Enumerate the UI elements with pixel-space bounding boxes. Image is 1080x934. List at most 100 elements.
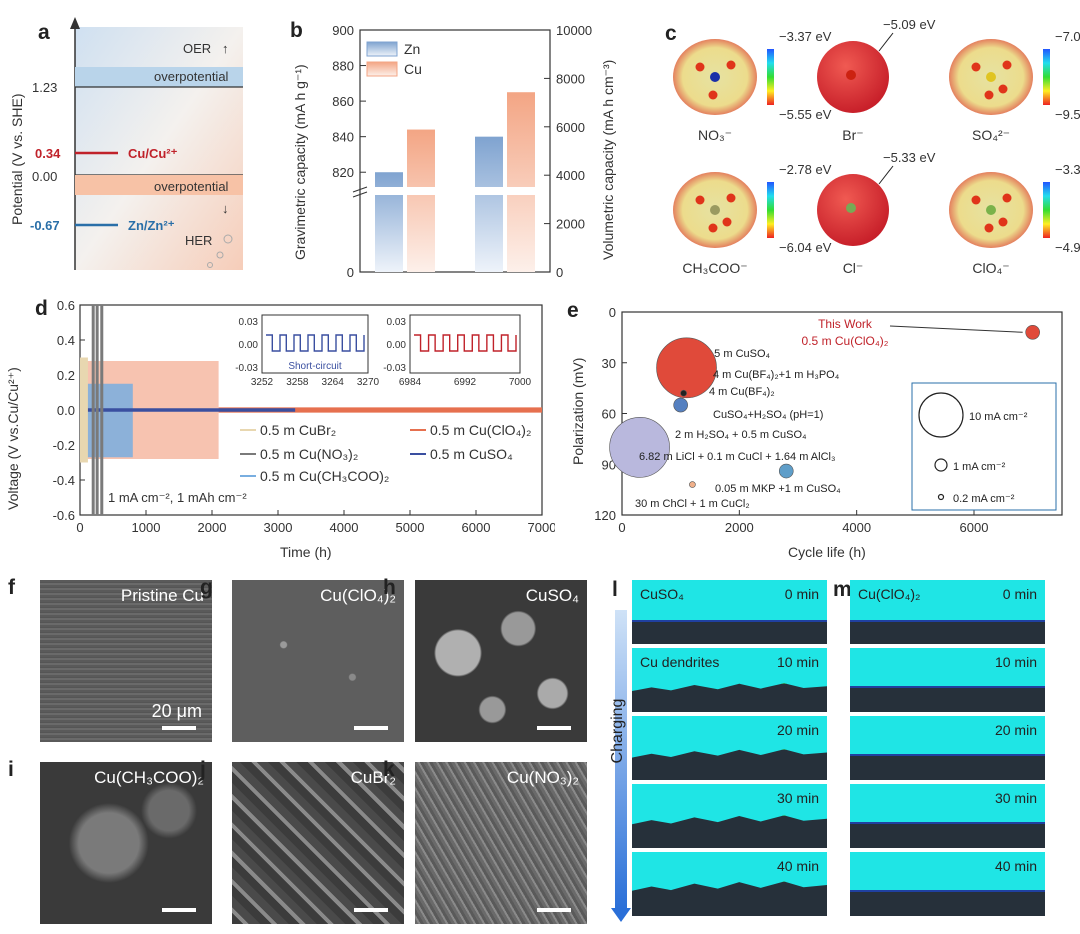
- x-tick-label: 4000: [842, 520, 871, 535]
- inset-y-tick: -0.03: [235, 363, 258, 374]
- charging-label: Charging: [609, 698, 626, 764]
- sem-image-g: Cu(ClO₄)₂: [232, 580, 404, 742]
- time-label: 40 min: [994, 858, 1037, 874]
- anion-name: ClO₄⁻: [972, 260, 1009, 276]
- scale-bar-label: 20 μm: [151, 701, 202, 721]
- electrode: [632, 881, 827, 916]
- optical-frame: 40 min: [632, 852, 827, 916]
- anion-name: NO₃⁻: [698, 127, 732, 143]
- tick-label-left: 0: [347, 265, 354, 280]
- series-line-cuso4: [80, 408, 296, 412]
- y-tick-label: 0.2: [57, 368, 75, 383]
- y-tick-label: 90: [602, 457, 616, 472]
- scale-bar: [162, 726, 196, 730]
- tick-label-left: 860: [332, 94, 354, 109]
- optical-frame: 40 min: [850, 852, 1045, 916]
- anion-energy-bottom: −9.50 eV: [1055, 107, 1080, 122]
- inset-y-tick: 0.00: [387, 340, 407, 351]
- sem-image-f: Pristine Cu 20 μm: [40, 580, 212, 742]
- atom-icon: [708, 90, 718, 100]
- series-band-cuclo4: [218, 407, 542, 413]
- panel-a: a Potential (V vs. SHE) overpotential OE…: [9, 17, 243, 270]
- axis-arrow-icon: [70, 17, 80, 29]
- panel-letter-c: c: [665, 22, 677, 45]
- axis-break-icon: [352, 191, 368, 198]
- panel-d-annotation: 1 mA cm⁻², 1 mAh cm⁻²: [108, 490, 247, 505]
- scale-bar: [537, 726, 571, 730]
- tick-label-right: 6000: [556, 120, 585, 135]
- panel-b: b Gravimetric capacity (mA h g⁻¹) Volume…: [290, 19, 616, 280]
- colorbar: [1043, 49, 1050, 105]
- time-label: 10 min: [994, 654, 1037, 670]
- legend-label: 0.5 m Cu(CH₃COO)₂: [260, 468, 389, 484]
- inset-frame: [409, 314, 521, 374]
- tick-0-00: 0.00: [32, 169, 57, 184]
- x-tick-label: 1000: [132, 520, 161, 535]
- panel-letter-i: i: [8, 758, 14, 781]
- panel-letter-l: l: [612, 578, 618, 601]
- optical-frame: 10 min: [850, 648, 1045, 712]
- y-tick-label: 0.0: [57, 403, 75, 418]
- size-legend-label: 1 mA cm⁻²: [953, 461, 1006, 473]
- sem-image-j: CuBr₂: [232, 762, 404, 924]
- anion-name: Cl⁻: [843, 260, 864, 276]
- panel-d-xlabel: Time (h): [280, 544, 332, 560]
- panel-letter-b: b: [290, 19, 303, 42]
- x-tick-label: 5000: [396, 520, 425, 535]
- x-tick-label: 6000: [960, 520, 989, 535]
- atom-icon: [984, 223, 994, 233]
- oer-label: OER: [183, 41, 211, 56]
- legend-label: 0.5 m CuBr₂: [260, 422, 336, 438]
- optical-frame: 20 min: [850, 716, 1045, 780]
- y-tick-label: 120: [594, 508, 616, 523]
- scatter-point: [1025, 324, 1040, 340]
- panel-b-ylabel-left: Gravimetric capacity (mA h g⁻¹): [292, 64, 308, 260]
- inset-y-tick: 0.03: [239, 317, 259, 328]
- zn-couple-label: Zn/Zn²⁺: [128, 218, 175, 233]
- panel-letter-a: a: [38, 21, 50, 44]
- scatter-point: [778, 463, 794, 479]
- y-tick-label: 0.4: [57, 333, 75, 348]
- anion-energy-top: −2.78 eV: [779, 162, 832, 177]
- size-legend-frame: [911, 382, 1057, 511]
- time-label: 20 min: [776, 722, 819, 738]
- time-label: 30 min: [994, 790, 1037, 806]
- anion-3: −2.78 eV −6.04 eV CH₃COO⁻: [673, 162, 832, 276]
- inset-waveform: [266, 334, 365, 352]
- panel-letter-m: m: [833, 578, 852, 601]
- sem-image-label: Cu(CH₃COO)₂: [94, 768, 204, 787]
- pointer-arrow-icon: [889, 325, 1023, 333]
- bubble-icon: [216, 251, 224, 259]
- bar-zn: [475, 136, 503, 272]
- inset-x-tick: 3264: [322, 377, 345, 388]
- legend-label: 0.5 m Cu(NO₃)₂: [260, 446, 358, 462]
- inset-x-tick: 6992: [454, 377, 477, 388]
- point-label: 6.82 m LiCl + 0.1 m CuCl + 1.64 m AlCl₃: [639, 451, 835, 463]
- legend-label: 0.5 m Cu(ClO₄)₂: [430, 422, 531, 438]
- x-tick-label: 4000: [330, 520, 359, 535]
- atom-icon: [710, 205, 720, 215]
- tick-label-right: 4000: [556, 168, 585, 183]
- tick-label-left: 820: [332, 165, 354, 180]
- time-label: 30 min: [776, 790, 819, 806]
- legend-label: 0.5 m CuSO₄: [430, 446, 513, 462]
- bubble-icon: [223, 234, 233, 244]
- dendrite-label: Cu dendrites: [640, 654, 720, 670]
- x-tick-label: 2000: [725, 520, 754, 535]
- anion-energy-top: −5.33 eV: [883, 150, 936, 165]
- electrode: [632, 683, 827, 712]
- scatter-point: [656, 337, 717, 399]
- tick-0-34: 0.34: [35, 146, 61, 161]
- anion-2: −7.05 eV −9.50 eV SO₄²⁻: [949, 29, 1080, 143]
- scatter-point: [609, 417, 670, 478]
- point-label: 0.5 m Cu(ClO₄)₂: [802, 334, 889, 348]
- x-tick-label: 3000: [264, 520, 293, 535]
- anion-name: SO₄²⁻: [972, 127, 1010, 143]
- x-tick-label: 6000: [462, 520, 491, 535]
- electrode: [632, 815, 827, 848]
- y-tick-label: -0.6: [53, 508, 75, 523]
- inset-note: Short-circuit: [288, 361, 342, 372]
- sem-image-h: CuSO₄: [415, 580, 587, 742]
- anion-energy-top: −5.09 eV: [883, 17, 936, 32]
- panel-letter-e: e: [567, 299, 579, 322]
